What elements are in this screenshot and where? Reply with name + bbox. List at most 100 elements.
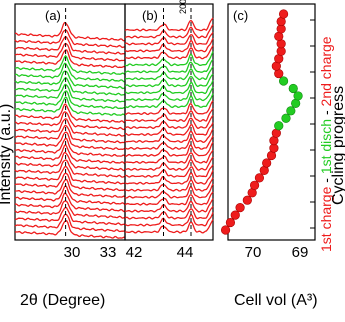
- panel-a-pattern: [15, 151, 126, 172]
- panel-b-frame: [124, 3, 214, 241]
- phase-segment-part: -: [318, 106, 334, 118]
- panel-a-pattern: [14, 200, 126, 219]
- panel-a-pattern: [14, 131, 126, 151]
- panel-b-pattern: [124, 128, 214, 144]
- phase-segment-part: 1st charge: [318, 186, 334, 252]
- panel-b-pattern: [125, 24, 214, 39]
- panel-b-peak-label: 200: [178, 0, 188, 14]
- panel-b-pattern: [124, 141, 214, 158]
- panel-b-pattern: [124, 149, 214, 164]
- panel-c-xtick-2: 69: [292, 244, 309, 261]
- panel-a-pattern: [14, 21, 126, 42]
- panel-a-pattern: [14, 54, 126, 76]
- panel-a-pattern: [14, 172, 126, 192]
- panel-a-pattern: [14, 124, 126, 144]
- phase-segment-part: 2nd charge: [318, 36, 334, 106]
- panel-b-pattern: [124, 135, 214, 150]
- panel-a-pattern: [14, 83, 126, 103]
- panel-a-pattern: [14, 42, 126, 62]
- panel-b-pattern: [124, 183, 214, 199]
- panel-b-xtick-2: 44: [177, 244, 194, 261]
- panel-b-pattern: [124, 51, 214, 67]
- panel-b-pattern: [125, 177, 214, 192]
- panel-b-pattern: [125, 65, 214, 81]
- panel-a-pattern: [14, 220, 126, 239]
- panel-b-pattern: [125, 219, 214, 234]
- panel-a-pattern: [14, 192, 126, 213]
- panel-c-plot: [220, 9, 315, 235]
- cell-volume-point: [249, 180, 260, 190]
- y-axis-title: Intensity (a.u.): [0, 104, 14, 205]
- phase-segment-part: 1st disch: [318, 119, 334, 174]
- panel-a-pattern: [14, 35, 126, 55]
- panel-a-pattern: [14, 159, 126, 178]
- panel-b-pattern: [124, 164, 214, 178]
- panel-a-pattern: [14, 184, 126, 206]
- panel-a-pattern: [14, 165, 126, 185]
- cell-volume-point: [230, 210, 240, 220]
- panel-b-pattern: [124, 73, 214, 88]
- cell-volume-point: [278, 76, 289, 86]
- panel-b-pattern: [125, 122, 214, 136]
- phase-segment-part: -: [318, 174, 334, 186]
- cell-volume-point: [278, 9, 289, 19]
- panel-a-pattern: [14, 206, 126, 226]
- panel-b-label: (b): [142, 8, 158, 23]
- cell-volume-point: [288, 83, 298, 94]
- cell-volume-point: [262, 158, 272, 168]
- panel-b-pattern: [124, 93, 214, 109]
- panel-b-pattern: [124, 191, 214, 206]
- cell-volume-point: [286, 106, 296, 116]
- panel-a-pattern: [14, 70, 126, 90]
- panel-c-label: (c): [233, 8, 248, 23]
- panel-b-plot: [124, 8, 214, 236]
- panel-a-pattern: [15, 178, 126, 198]
- panel-b-pattern: [124, 79, 214, 95]
- panel-c-frame: [227, 3, 316, 241]
- x-axis-title-left: 2θ (Degree): [20, 292, 105, 309]
- panel-a-pattern: [14, 29, 126, 49]
- panel-b-pattern: [124, 100, 214, 116]
- panel-b-pattern: [124, 212, 214, 227]
- panel-b-pattern: [124, 170, 214, 185]
- cycling-progress-label: Cycling progress: [330, 86, 345, 205]
- panel-b-pattern: [124, 107, 214, 123]
- panel-b-pattern: [124, 59, 214, 74]
- panel-b-pattern: [124, 198, 214, 213]
- cell-volume-point: [235, 203, 245, 213]
- panel-b-pattern: [125, 45, 214, 60]
- x-axis-title-right: Cell vol (A³): [234, 292, 318, 309]
- panel-a-pattern: [14, 76, 126, 96]
- cell-volume-point: [293, 91, 303, 101]
- phase-segment-label: 1st charge - 1st disch - 2nd charge: [318, 36, 334, 252]
- panel-b-pattern: [124, 114, 214, 130]
- panel-a-pattern: [14, 137, 126, 157]
- panel-a-pattern: [14, 143, 126, 165]
- cell-volume-point: [274, 121, 284, 131]
- panel-c-xtick-1: 70: [245, 244, 262, 261]
- cell-volume-point: [242, 195, 252, 205]
- panel-a-label: (a): [45, 8, 61, 23]
- panel-b-pattern: [124, 156, 214, 171]
- panel-a-pattern: [14, 118, 125, 137]
- panel-b-pattern: [124, 86, 214, 102]
- panel-a-pattern: [14, 62, 126, 83]
- panel-a-pattern: [14, 213, 126, 233]
- panel-a-pattern: [14, 111, 126, 131]
- panel-b-pattern: [124, 31, 214, 46]
- cell-volume-point: [254, 173, 265, 183]
- panel-a-pattern: [14, 49, 126, 69]
- panel-b-pattern: [124, 17, 214, 32]
- panel-a-xtick-2: 33: [100, 244, 117, 261]
- panel-a-pattern: [14, 90, 126, 110]
- panel-a-pattern: [14, 96, 126, 116]
- cell-volume-point: [225, 217, 236, 228]
- cell-volume-point: [220, 225, 231, 235]
- panel-b-pattern: [124, 206, 214, 220]
- panel-b-xtick-1: 42: [126, 244, 143, 261]
- panel-b-pattern: [124, 37, 214, 53]
- cell-volume-point: [281, 113, 291, 123]
- panel-a-plot: [14, 8, 126, 239]
- panel-a-xtick-1: 30: [64, 244, 81, 261]
